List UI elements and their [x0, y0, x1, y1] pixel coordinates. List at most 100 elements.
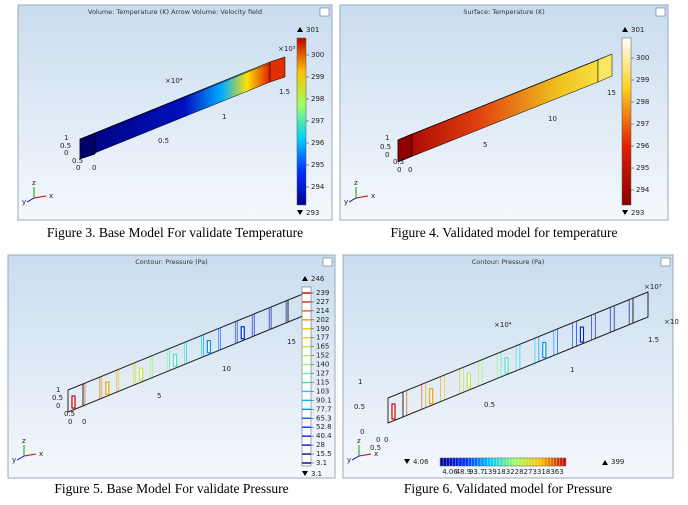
colorbar-tick-label: 363 [550, 468, 563, 476]
colorbar-tick-label: 4.06 [442, 468, 458, 476]
axis-label: ×10⁴ [165, 77, 183, 85]
colorbar-tick-label: 127 [316, 370, 329, 378]
max-marker [297, 27, 303, 32]
colorbar-tick-label: 90.1 [316, 396, 332, 404]
colorbar [296, 37, 307, 206]
box-edge [82, 293, 304, 385]
colorbar-tick-label: 77.7 [316, 405, 332, 413]
inlet [105, 381, 110, 395]
colorbar-tick-label: 295 [636, 164, 649, 172]
box-edge [287, 315, 304, 323]
box-edge [82, 315, 304, 407]
triad-axis [351, 455, 360, 461]
colorbar-max: 246 [311, 275, 325, 283]
box-edge [387, 416, 404, 424]
colorbar-max: 301 [631, 26, 644, 34]
inlet [240, 326, 245, 340]
colorbar-tick-label: 103 [316, 387, 329, 395]
colorbar-tick-label: 40.4 [316, 432, 332, 440]
colorbar-tick-label: 299 [636, 76, 649, 84]
colorbar-tick-label: 300 [636, 54, 649, 62]
colorbar-tick-label: 152 [316, 352, 329, 360]
panel-icon [319, 7, 330, 17]
box-edge [402, 316, 649, 418]
colorbar-tick-label: 3.1 [316, 459, 327, 467]
figure: Contour: Pressure (Pa) ×10³ ×10⁴ ×10 1.5 1 0.5… [342, 254, 679, 479]
figure-caption: Figure 5. Base Model For validate Pressu… [54, 481, 288, 496]
box-edge [67, 405, 84, 413]
inlet [172, 353, 178, 368]
colorbar-tick-label: 296 [311, 139, 325, 147]
triad-axis [33, 195, 47, 199]
min-marker [622, 210, 628, 215]
colorbar-tick-label: 190 [316, 325, 329, 333]
inlet [466, 372, 471, 389]
axis-label: 10 [222, 365, 231, 373]
box-end [79, 133, 96, 160]
triad-label: y [22, 198, 26, 206]
axis-label: 0 [360, 428, 364, 436]
axis-label: 0.5 [354, 403, 365, 411]
colorbar-tick-label: 296 [636, 142, 650, 150]
colorbar-tick-label: 298 [636, 98, 649, 106]
colorbar-tick-label: 300 [311, 51, 324, 59]
colorbar-tick-label: 239 [316, 289, 329, 297]
colorbar-tick-label: 202 [316, 316, 329, 324]
triad-label: x [49, 192, 53, 200]
axis-label: 1.5 [279, 88, 290, 96]
min-marker [297, 210, 303, 215]
triad-label: z [32, 179, 36, 187]
colorbar-tick-label: 93.7 [469, 468, 485, 476]
axis-label: 1 [56, 386, 60, 394]
triad-label: z [22, 437, 26, 445]
axis-label: 0 [76, 164, 80, 172]
axis-label: 0.5 [370, 444, 381, 452]
box-edge [67, 383, 84, 391]
axis-label: 1 [222, 113, 226, 121]
figure-panel [7, 254, 336, 479]
axis-label: ×10³ [278, 45, 296, 53]
colorbar-tick-label: 228 [510, 468, 523, 476]
axis-label: 0 [56, 402, 60, 410]
colorbar-tick-label: 177 [316, 334, 329, 342]
axis-label: 5 [157, 392, 161, 400]
colorbar-tick-label: 115 [316, 378, 329, 386]
triad-label: z [357, 437, 361, 445]
colorbar-min: 3.1 [311, 470, 322, 478]
axis-label: 0.5 [484, 401, 495, 409]
min-marker [302, 471, 308, 476]
axis-label: 0 [385, 151, 389, 159]
figure: Surface: Temperature (K)1510510.5000.50x… [339, 4, 669, 221]
colorbar-tick-label: 15.5 [316, 450, 332, 458]
colorbar-tick-label: 165 [316, 343, 329, 351]
axis-label: 0.5 [393, 158, 404, 166]
colorbar-tick-label: 48.9 [456, 468, 472, 476]
box-end [397, 133, 413, 163]
inlet [139, 367, 144, 381]
colorbar-min: 4.06 [413, 458, 429, 466]
triad-axis [23, 453, 37, 457]
panel-title: Contour: Pressure (Pa) [472, 258, 545, 266]
box-far-end [269, 56, 286, 83]
colorbar [621, 37, 632, 206]
panel-icon [660, 257, 671, 267]
colorbar-tick-label: 295 [311, 161, 324, 169]
colorbar-min: 293 [306, 209, 319, 217]
colorbar-tick-label: 273 [524, 468, 537, 476]
axis-label: 0.5 [52, 394, 63, 402]
triad-label: y [344, 198, 348, 206]
axis-label: 15 [607, 89, 616, 97]
axis-label: ×10⁴ [494, 321, 512, 329]
axis-label: 5 [483, 141, 487, 149]
max-marker [602, 460, 608, 465]
colorbar-tick-label: 297 [311, 117, 324, 125]
inlet [429, 388, 434, 405]
axis-label: 0 [397, 166, 401, 174]
panel-icon [322, 257, 333, 267]
colorbar [301, 286, 312, 467]
colorbar-tick-label: 298 [311, 95, 324, 103]
panel-icon [655, 7, 666, 17]
axis-label: 1 [570, 366, 574, 374]
inlet [71, 395, 76, 409]
